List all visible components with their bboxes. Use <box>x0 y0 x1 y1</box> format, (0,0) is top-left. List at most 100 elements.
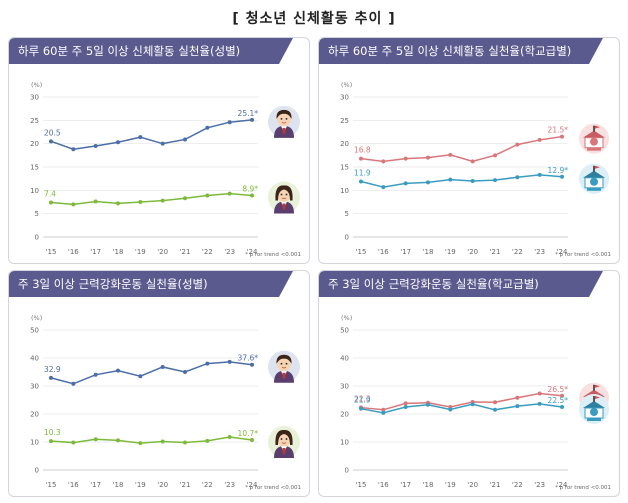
data-point <box>183 440 187 445</box>
x-tick-label: '23 <box>534 248 545 256</box>
data-point <box>205 125 210 130</box>
x-tick-label: '15 <box>46 481 57 489</box>
data-point <box>403 405 408 409</box>
y-tick-label: 5 <box>35 210 39 218</box>
chart-panel-activity-by-sex: 하루 60분 주 5일 이상 신체활동 실천율(성별) (%) 0 5 10 15 20 2… <box>8 37 310 264</box>
y-tick-label: 15 <box>30 164 39 172</box>
x-tick-label: '18 <box>423 481 434 489</box>
data-point <box>560 174 564 179</box>
data-point <box>183 137 187 142</box>
x-tick-label: '18 <box>113 248 124 256</box>
data-label-first: 21.9 <box>354 396 371 405</box>
data-point <box>93 372 98 377</box>
x-tick-label: '18 <box>113 481 124 489</box>
data-point <box>381 407 386 412</box>
y-tick-label: 0 <box>35 234 39 242</box>
series-line <box>50 436 253 444</box>
chart-title: 하루 60분 주 5일 이상 신체활동 실천율(학교급별) <box>319 38 603 64</box>
data-label-first: 20.5 <box>44 128 61 137</box>
data-point <box>381 159 386 164</box>
y-tick-label: 20 <box>340 140 349 148</box>
data-point <box>227 120 232 125</box>
data-point <box>116 201 120 206</box>
data-point <box>515 175 520 180</box>
high-school-icon <box>579 163 609 194</box>
x-tick-label: '24 <box>557 248 568 256</box>
x-tick-label: '17 <box>90 248 101 256</box>
line-chart: (%) 0 10 20 30 40 50 '15 '16 '17 '18 '19 '20 '21 '22 '2… <box>340 314 611 491</box>
x-tick-label: '23 <box>224 481 235 489</box>
data-point <box>403 181 408 186</box>
footnote: * p for trend <0.001 <box>555 485 611 491</box>
data-point <box>250 193 254 198</box>
x-tick-label: '19 <box>445 481 456 489</box>
girl-student-icon <box>268 181 300 214</box>
data-label-last: 26.5* <box>548 385 569 394</box>
x-tick-label: '17 <box>90 481 101 489</box>
data-point <box>359 179 363 184</box>
line-chart: (%) 0 5 10 15 20 25 30 '15 '16 '17 '18 '19 '20 '21 '22 '… <box>340 81 611 258</box>
data-label-last: 10.7* <box>238 429 259 438</box>
x-tick-label: '24 <box>247 481 258 489</box>
series-line <box>50 192 253 206</box>
boy-student-icon <box>268 350 300 383</box>
data-label-last: 22.5* <box>548 396 569 405</box>
data-point <box>71 202 76 207</box>
x-tick-label: '24 <box>557 481 568 489</box>
y-tick-label: 10 <box>30 187 39 195</box>
footnote: * p for trend <0.001 <box>245 252 301 258</box>
data-point <box>448 177 453 182</box>
y-tick-label: 25 <box>340 117 349 125</box>
data-point <box>359 156 363 161</box>
y-tick-label: 10 <box>340 439 349 447</box>
x-tick-label: '17 <box>400 481 411 489</box>
data-point <box>205 438 210 443</box>
data-point <box>560 393 564 398</box>
data-point <box>93 144 98 148</box>
data-point <box>71 381 76 386</box>
series-line <box>360 392 563 411</box>
x-tick-label: '21 <box>490 248 501 256</box>
data-point <box>470 179 475 183</box>
x-tick-label: '22 <box>512 481 523 489</box>
data-label-first: 22.3 <box>354 395 371 404</box>
x-tick-label: '22 <box>202 481 213 489</box>
data-label-first: 16.8 <box>354 146 371 155</box>
data-point <box>493 400 497 405</box>
data-point <box>116 140 120 145</box>
y-tick-label: 20 <box>30 411 39 419</box>
data-point <box>227 359 232 364</box>
y-tick-label: 10 <box>340 187 349 195</box>
data-point <box>205 361 210 366</box>
chart-title: 주 3일 이상 근력강화운동 실천율(학교급별) <box>319 271 603 297</box>
data-point <box>426 155 430 160</box>
data-point <box>138 200 143 204</box>
y-tick-label: 15 <box>340 164 349 172</box>
x-tick-label: '23 <box>534 481 545 489</box>
data-point <box>93 199 98 204</box>
page-title: [ 청소년 신체활동 추이 ] <box>232 11 396 27</box>
chart-title: 하루 60분 주 5일 이상 신체활동 실천율(성별) <box>9 38 293 64</box>
series-line <box>50 119 253 151</box>
chart-panel-activity-by-school: 하루 60분 주 5일 이상 신체활동 실천율(학교급별) (%) 0 5 10 15 2… <box>318 37 620 264</box>
boy-student-icon <box>268 105 300 138</box>
series-line <box>50 361 253 385</box>
y-tick-label: 10 <box>30 439 39 447</box>
data-point <box>138 135 143 140</box>
y-tick-label: 30 <box>30 94 39 102</box>
data-point <box>426 402 430 407</box>
data-point <box>49 439 53 444</box>
y-tick-label: 20 <box>30 140 39 148</box>
x-tick-label: '19 <box>135 481 146 489</box>
y-tick-label: 40 <box>30 355 39 363</box>
chart-panel-strength-by-sex: 주 3일 이상 근력강화운동 실천율(성별) (%) 0 10 20 30 40 50 '15… <box>8 270 310 497</box>
x-tick-label: '20 <box>157 481 168 489</box>
data-point <box>250 117 254 122</box>
data-point <box>250 362 254 367</box>
girl-student-icon <box>268 426 300 459</box>
data-point <box>138 374 143 379</box>
data-point <box>381 410 386 415</box>
data-label-first: 32.9 <box>44 365 61 374</box>
y-unit-label: (%) <box>31 314 42 322</box>
footnote: * p for trend <0.001 <box>245 485 301 491</box>
